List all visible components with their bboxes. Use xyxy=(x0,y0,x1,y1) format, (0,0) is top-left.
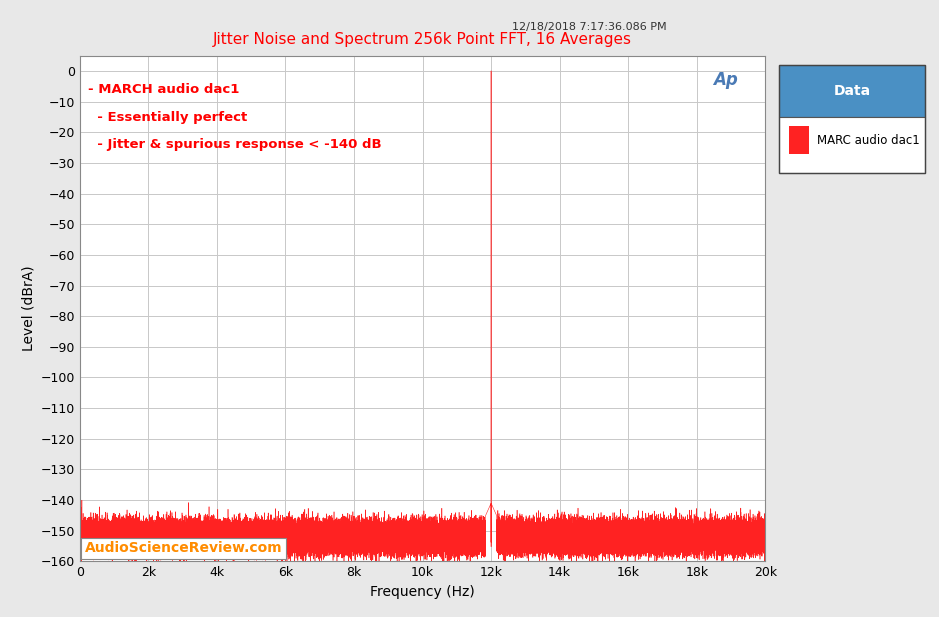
Title: Jitter Noise and Spectrum 256k Point FFT, 16 Averages: Jitter Noise and Spectrum 256k Point FFT… xyxy=(213,33,632,48)
Text: - Essentially perfect: - Essentially perfect xyxy=(88,110,248,124)
Text: - Jitter & spurious response < -140 dB: - Jitter & spurious response < -140 dB xyxy=(88,138,382,151)
Y-axis label: Level (dBrA): Level (dBrA) xyxy=(21,266,35,351)
X-axis label: Frequency (Hz): Frequency (Hz) xyxy=(370,585,475,599)
Text: - MARCH audio dac1: - MARCH audio dac1 xyxy=(88,83,239,96)
Text: MARC audio dac1: MARC audio dac1 xyxy=(817,134,919,147)
Text: Ap: Ap xyxy=(713,71,738,89)
Text: AudioScienceReview.com: AudioScienceReview.com xyxy=(85,541,283,555)
Text: Data: Data xyxy=(834,84,870,97)
Text: 12/18/2018 7:17:36.086 PM: 12/18/2018 7:17:36.086 PM xyxy=(512,22,667,31)
